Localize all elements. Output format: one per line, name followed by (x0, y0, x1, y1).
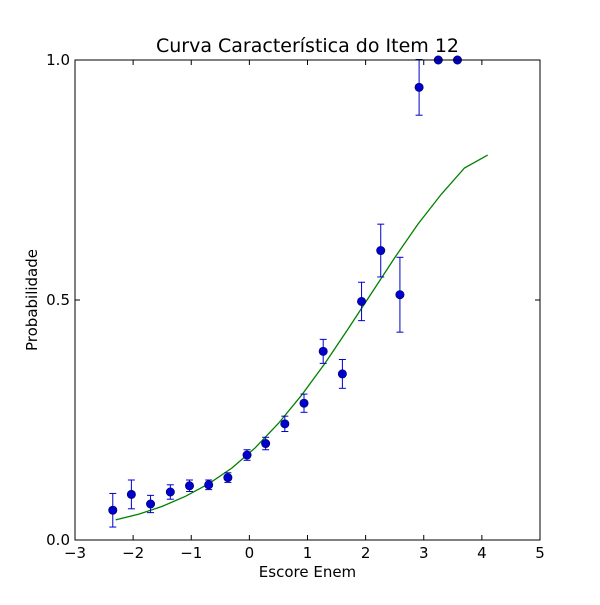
data-point-5 (204, 480, 214, 490)
x-tick-label-2: −1 (180, 544, 202, 562)
data-point-15 (395, 290, 405, 300)
x-tick-label-1: −2 (122, 544, 144, 562)
data-point-9 (280, 419, 290, 429)
data-point-14 (376, 246, 386, 256)
plot-frame (74, 59, 541, 541)
data-point-11 (318, 346, 328, 356)
data-point-1 (126, 489, 136, 499)
data-point-8 (261, 439, 271, 449)
data-point-2 (146, 499, 156, 509)
x-tick-label-0: −3 (64, 544, 86, 562)
data-point-12 (337, 369, 347, 379)
y-tick-label-0: 0.0 (46, 531, 70, 549)
x-tick-label-5: 2 (361, 544, 371, 562)
data-point-0 (108, 505, 118, 515)
y-axis-label: Probabilidade (23, 249, 41, 351)
x-tick-label-4: 1 (303, 544, 313, 562)
y-tick-label-1: 0.5 (46, 291, 70, 309)
data-point-3 (165, 487, 175, 497)
chart-title: Curva Característica do Item 12 (156, 35, 459, 57)
x-tick-label-7: 4 (477, 544, 487, 562)
data-point-4 (185, 481, 195, 491)
x-tick-label-3: 0 (245, 544, 255, 562)
data-point-16 (414, 82, 424, 92)
data-point-7 (242, 450, 252, 460)
fitted-curve (115, 154, 489, 521)
data-point-6 (223, 473, 233, 483)
data-point-13 (357, 296, 367, 306)
data-point-10 (299, 398, 309, 408)
x-axis-label: Escore Enem (259, 563, 356, 581)
y-tick-label-2: 1.0 (46, 51, 70, 69)
x-tick-label-8: 5 (535, 544, 545, 562)
x-tick-label-6: 3 (419, 544, 429, 562)
